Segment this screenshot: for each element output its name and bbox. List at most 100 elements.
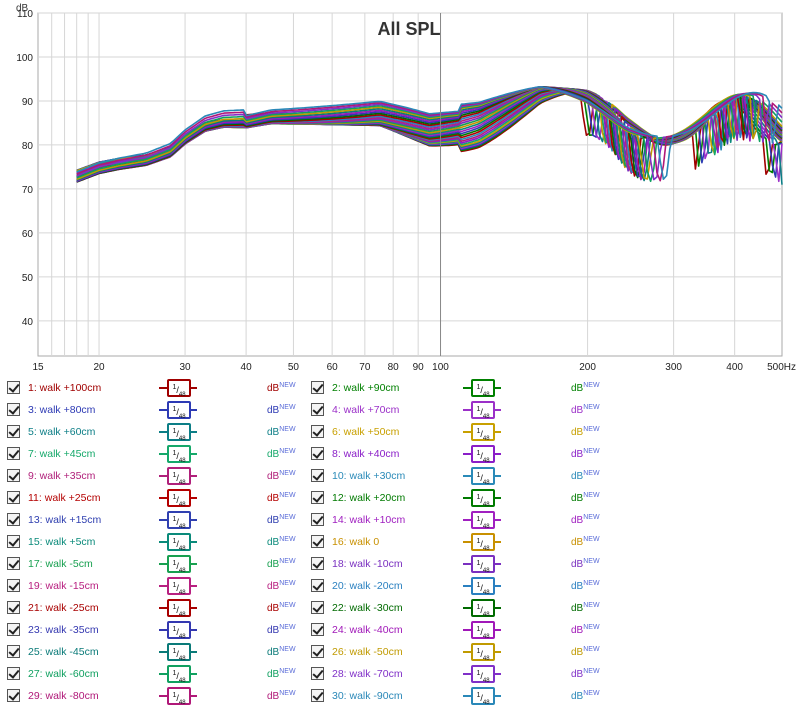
db-offset-button[interactable]: dBNEW [571,492,600,504]
db-offset-button[interactable]: dBNEW [267,536,296,548]
series-visibility-checkbox[interactable] [7,535,20,548]
smoothing-control[interactable]: 1/48 [463,598,501,618]
series-visibility-checkbox[interactable] [311,601,324,614]
db-offset-button[interactable]: dBNEW [267,514,296,526]
db-offset-button[interactable]: dBNEW [267,624,296,636]
smoothing-control[interactable]: 1/48 [463,532,501,552]
legend-item: 1: walk +100cm 1/48 dBNEW [7,377,307,399]
series-visibility-checkbox[interactable] [7,645,20,658]
smoothing-control[interactable]: 1/48 [159,554,197,574]
smoothing-control[interactable]: 1/48 [463,488,501,508]
series-visibility-checkbox[interactable] [311,667,324,680]
smoothing-control[interactable]: 1/48 [159,466,197,486]
series-visibility-checkbox[interactable] [7,689,20,702]
db-offset-button[interactable]: dBNEW [571,514,600,526]
series-visibility-checkbox[interactable] [311,535,324,548]
smoothing-control[interactable]: 1/48 [463,378,501,398]
db-offset-button[interactable]: dBNEW [571,602,600,614]
smoothing-control[interactable]: 1/48 [463,510,501,530]
smoothing-control[interactable]: 1/48 [463,466,501,486]
series-visibility-checkbox[interactable] [7,403,20,416]
spl-chart[interactable]: 15 20 30 40 50 60 70 80 90 100 200 300 400 500Hz 40 50… [0,0,800,375]
db-offset-button[interactable]: dBNEW [267,646,296,658]
smoothing-control[interactable]: 1/48 [159,642,197,662]
db-offset-button[interactable]: dBNEW [571,382,600,394]
smoothing-control[interactable]: 1/48 [463,422,501,442]
smoothing-control[interactable]: 1/48 [159,422,197,442]
smoothing-control[interactable]: 1/48 [159,576,197,596]
x-tick-labels: 15 20 30 40 50 60 70 80 90 100 200 300 400 500Hz [32,362,796,373]
series-label: 17: walk -5cm [28,558,93,570]
db-offset-button[interactable]: dBNEW [267,448,296,460]
smoothing-control[interactable]: 1/48 [159,532,197,552]
smoothing-control[interactable]: 1/48 [159,378,197,398]
smoothing-control[interactable]: 1/48 [463,642,501,662]
series-visibility-checkbox[interactable] [7,447,20,460]
db-offset-button[interactable]: dBNEW [267,492,296,504]
smoothing-control[interactable]: 1/48 [159,444,197,464]
db-offset-button[interactable]: dBNEW [267,470,296,482]
db-offset-button[interactable]: dBNEW [571,426,600,438]
series-visibility-checkbox[interactable] [311,623,324,636]
series-visibility-checkbox[interactable] [311,403,324,416]
smoothing-control[interactable]: 1/48 [463,664,501,684]
series-label: 28: walk -70cm [332,668,403,680]
series-visibility-checkbox[interactable] [7,381,20,394]
series-visibility-checkbox[interactable] [311,513,324,526]
smoothing-control[interactable]: 1/48 [159,400,197,420]
series-visibility-checkbox[interactable] [311,381,324,394]
db-offset-button[interactable]: dBNEW [267,404,296,416]
smoothing-control[interactable]: 1/48 [463,400,501,420]
x-tick-label: 400 [726,362,743,373]
db-offset-button[interactable]: dBNEW [571,448,600,460]
series-visibility-checkbox[interactable] [7,579,20,592]
db-offset-button[interactable]: dBNEW [267,558,296,570]
series-visibility-checkbox[interactable] [7,469,20,482]
series-visibility-checkbox[interactable] [311,469,324,482]
series-visibility-checkbox[interactable] [7,667,20,680]
db-offset-button[interactable]: dBNEW [571,404,600,416]
db-offset-button[interactable]: dBNEW [267,382,296,394]
db-offset-button[interactable]: dBNEW [571,646,600,658]
series-visibility-checkbox[interactable] [311,689,324,702]
db-offset-button[interactable]: dBNEW [267,580,296,592]
smoothing-control[interactable]: 1/48 [463,686,501,706]
db-offset-button[interactable]: dBNEW [571,624,600,636]
series-visibility-checkbox[interactable] [311,579,324,592]
smoothing-control[interactable]: 1/48 [159,598,197,618]
db-offset-button[interactable]: dBNEW [571,690,600,702]
smoothing-control[interactable]: 1/48 [159,686,197,706]
smoothing-control[interactable]: 1/48 [463,554,501,574]
db-offset-button[interactable]: dBNEW [267,668,296,680]
db-offset-button[interactable]: dBNEW [267,690,296,702]
db-offset-button[interactable]: dBNEW [571,536,600,548]
smoothing-control[interactable]: 1/48 [159,488,197,508]
series-visibility-checkbox[interactable] [311,491,324,504]
series-visibility-checkbox[interactable] [7,601,20,614]
db-offset-button[interactable]: dBNEW [267,426,296,438]
series-visibility-checkbox[interactable] [311,645,324,658]
db-offset-button[interactable]: dBNEW [571,558,600,570]
series-label: 12: walk +20cm [332,492,406,504]
db-offset-button[interactable]: dBNEW [571,470,600,482]
series-visibility-checkbox[interactable] [7,491,20,504]
series-visibility-checkbox[interactable] [7,513,20,526]
smoothing-value: 1/48 [167,379,191,398]
series-visibility-checkbox[interactable] [311,557,324,570]
smoothing-control[interactable]: 1/48 [159,620,197,640]
smoothing-control[interactable]: 1/48 [159,510,197,530]
smoothing-control[interactable]: 1/48 [463,576,501,596]
db-offset-button[interactable]: dBNEW [571,580,600,592]
series-visibility-checkbox[interactable] [311,447,324,460]
legend-item: 13: walk +15cm 1/48 dBNEW [7,509,307,531]
series-visibility-checkbox[interactable] [7,557,20,570]
series-visibility-checkbox[interactable] [311,425,324,438]
db-offset-button[interactable]: dBNEW [571,668,600,680]
smoothing-control[interactable]: 1/48 [463,444,501,464]
smoothing-control[interactable]: 1/48 [159,664,197,684]
y-tick-labels: 40 50 60 70 80 90 100 110 [16,9,33,328]
series-visibility-checkbox[interactable] [7,425,20,438]
smoothing-control[interactable]: 1/48 [463,620,501,640]
db-offset-button[interactable]: dBNEW [267,602,296,614]
series-visibility-checkbox[interactable] [7,623,20,636]
